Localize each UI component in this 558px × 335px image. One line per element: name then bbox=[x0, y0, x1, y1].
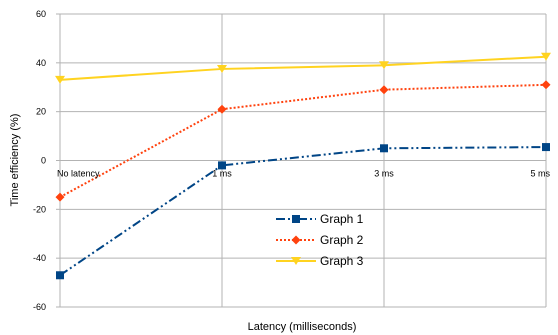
series-line bbox=[59, 83, 547, 199]
series-line bbox=[59, 55, 547, 81]
legend-entry: Graph 3 bbox=[276, 254, 364, 268]
data-point-marker bbox=[217, 64, 227, 73]
series-graph-1 bbox=[56, 143, 550, 280]
y-tick-label: 60 bbox=[36, 9, 46, 19]
data-point-marker bbox=[379, 85, 389, 95]
data-point-marker bbox=[218, 161, 226, 170]
legend: Graph 1 Graph 2 Graph 3 bbox=[276, 212, 364, 268]
data-point-marker bbox=[379, 61, 389, 70]
legend-label: Graph 1 bbox=[320, 212, 364, 226]
data-point-marker bbox=[541, 52, 551, 61]
data-point-marker bbox=[542, 143, 550, 152]
data-point-marker bbox=[55, 192, 65, 202]
data-point-marker bbox=[541, 80, 551, 90]
series-line bbox=[59, 146, 547, 277]
y-tick-labels: -60 -40 -20 0 20 40 60 bbox=[33, 9, 46, 312]
legend-label: Graph 3 bbox=[320, 254, 364, 268]
series-lines bbox=[55, 52, 551, 280]
data-point-marker bbox=[55, 75, 65, 84]
legend-marker bbox=[291, 257, 301, 265]
y-tick-label: 0 bbox=[41, 156, 46, 166]
legend-marker bbox=[291, 235, 301, 245]
data-point-marker bbox=[217, 104, 227, 114]
axes bbox=[56, 13, 547, 308]
y-tick-label: -40 bbox=[33, 253, 46, 263]
x-tick-label: No latency bbox=[57, 169, 100, 179]
y-axis-title: Time efficiency (%) bbox=[9, 114, 21, 207]
y-tick-label: -60 bbox=[33, 302, 46, 312]
x-tick-label: 3 ms bbox=[374, 169, 394, 179]
legend-entry: Graph 2 bbox=[276, 233, 364, 247]
series-graph-2 bbox=[55, 80, 551, 202]
data-point-marker bbox=[380, 144, 388, 153]
y-tick-label: 40 bbox=[36, 58, 46, 68]
gridlines bbox=[59, 13, 547, 308]
legend-label: Graph 2 bbox=[320, 233, 364, 247]
x-tick-labels: No latency 1 ms 3 ms 5 ms bbox=[57, 169, 550, 179]
x-tick-label: 1 ms bbox=[212, 169, 232, 179]
legend-marker bbox=[292, 215, 300, 223]
legend-entry: Graph 1 bbox=[276, 212, 364, 226]
x-tick-label: 5 ms bbox=[530, 169, 550, 179]
data-point-marker bbox=[56, 271, 64, 280]
series-graph-3 bbox=[55, 52, 551, 84]
x-axis-title: Latency (milliseconds) bbox=[248, 321, 357, 333]
y-tick-label: -20 bbox=[33, 204, 46, 214]
y-tick-label: 20 bbox=[36, 107, 46, 117]
